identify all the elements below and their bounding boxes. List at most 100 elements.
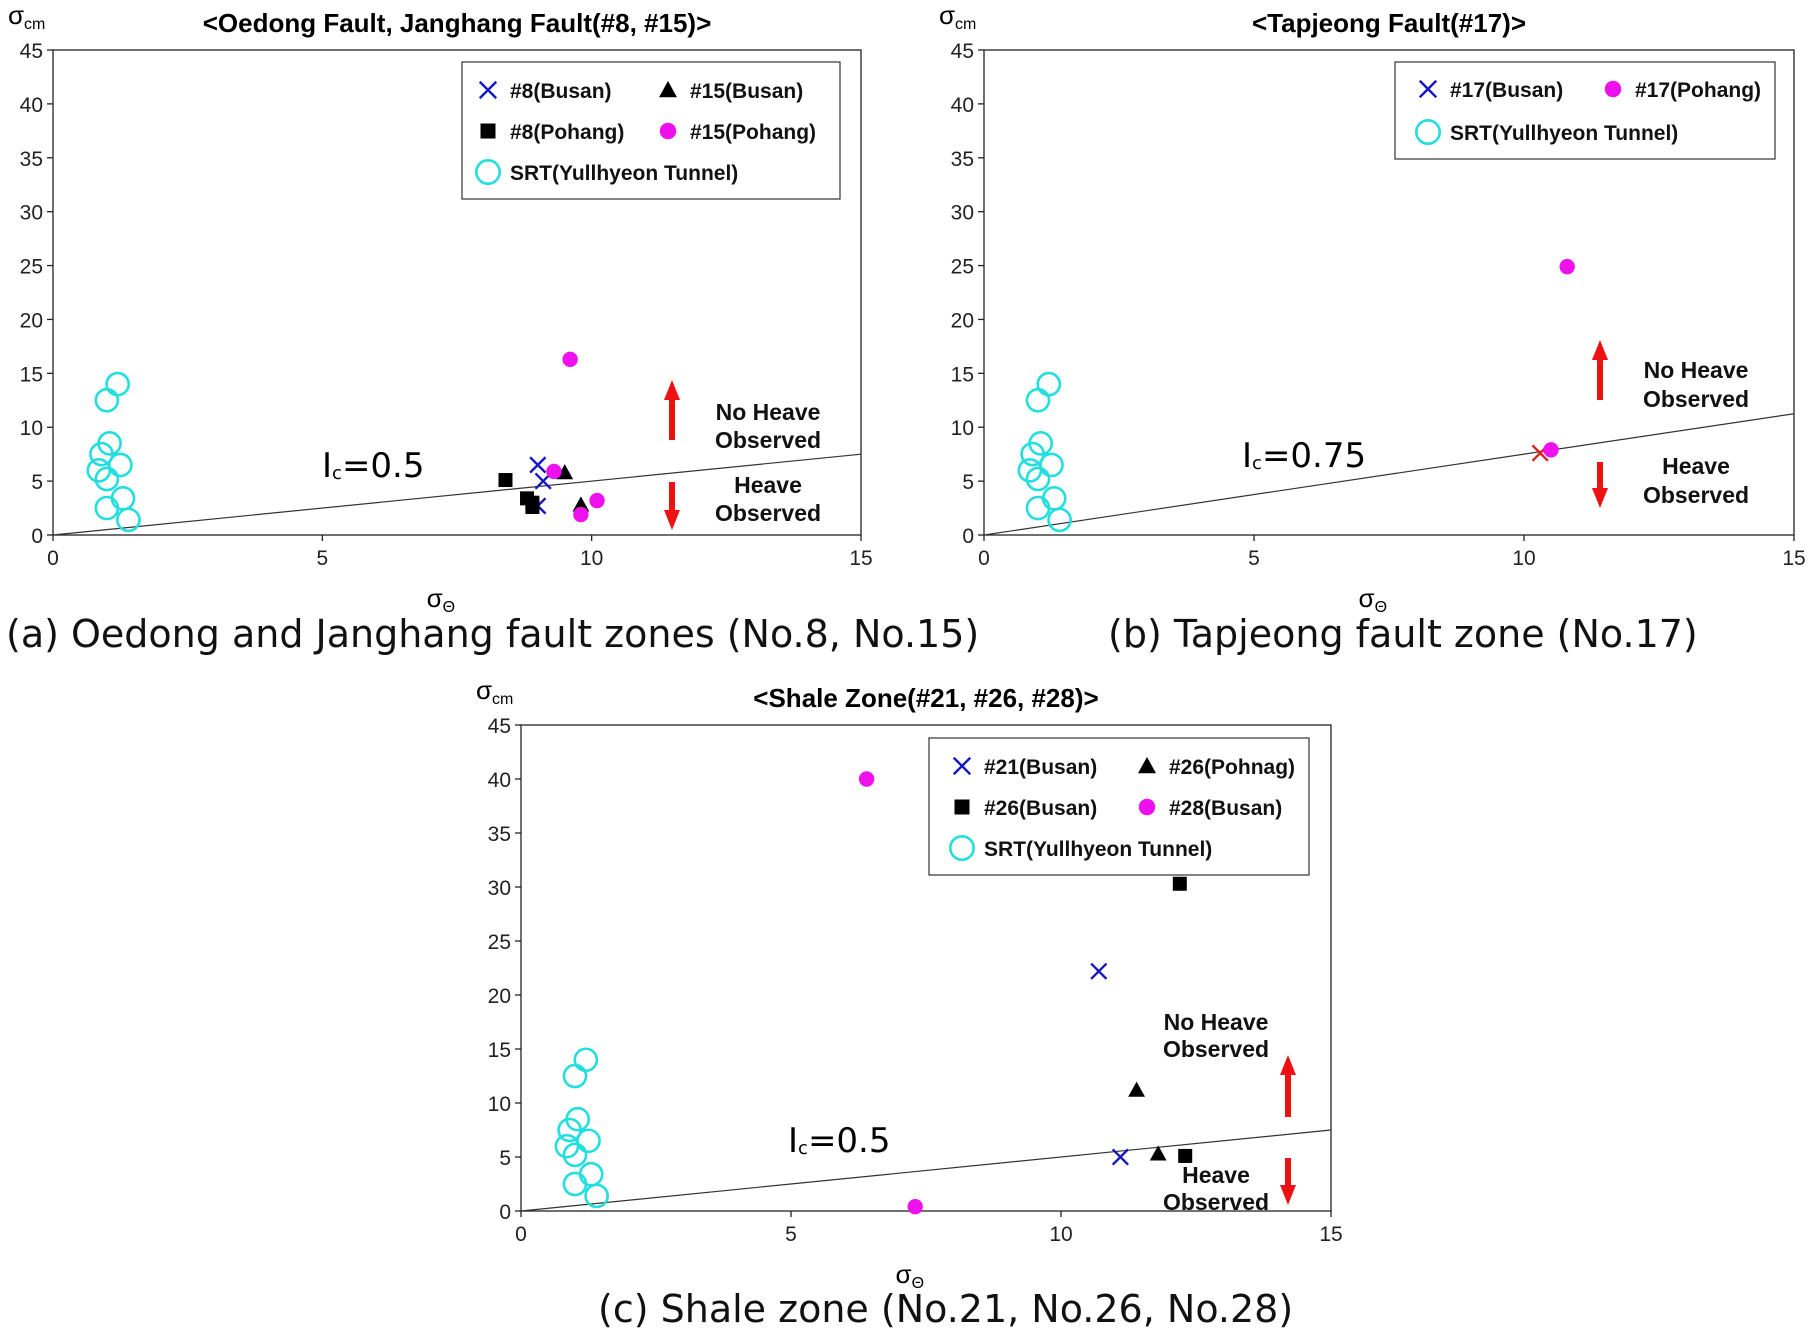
legend-label: SRT(Yullhyeon Tunnel) [1450,122,1678,145]
series-srt-yullhyeon-tunnel [554,1047,609,1209]
series-8-pohang [498,473,540,514]
legend-marker [948,834,975,861]
x-tick-label: 15 [1319,1223,1342,1246]
caption-c: (c) Shale zone (No.21, No.26, No.28) [598,1287,1294,1331]
legend-marker [1418,79,1438,99]
series-15-pohang [546,351,605,523]
data-point [576,1128,601,1154]
reference-line [52,453,862,536]
x-axis-label: σΘ [1359,583,1388,616]
chart-panel-1: <Oedong Fault, Janghang Fault(#8, #15)> 0… [8,0,873,616]
data-point [584,1183,609,1209]
data-point [1178,1148,1193,1163]
y-tick-label: 15 [951,363,974,386]
heave-label: Heave [1662,453,1730,479]
legend-marker [659,122,677,140]
plot-area [983,49,1795,536]
y-tick-label: 30 [951,202,974,225]
data-point [546,463,562,480]
data-point [562,1063,588,1089]
data-point [573,506,589,523]
heave-arrow-head [1280,1185,1296,1205]
y-tick-label: 20 [951,309,974,332]
y-axis-label: σcm [8,0,45,33]
data-point [94,387,120,413]
legend-marker [954,799,970,815]
y-tick-label: 40 [20,94,43,117]
legend-label: SRT(Yullhyeon Tunnel) [510,162,738,185]
legend-marker [1138,757,1156,774]
plot-area [52,49,862,536]
legend-marker [1415,119,1442,146]
caption-b: (b) Tapjeong fault zone (No.17) [1108,612,1698,656]
y-tick-label: 20 [488,985,511,1008]
plot-area [520,724,1332,1212]
series-17-pohang [1543,258,1575,458]
no-heave-label: No Heave [716,399,821,425]
y-tick-label: 30 [488,877,511,900]
y-axis-label: σcm [939,0,976,33]
data-point [573,1047,599,1073]
y-tick-label: 40 [951,94,974,117]
heave-label: Observed [715,500,821,526]
data-point [578,1161,604,1187]
legend-label: #15(Busan) [690,80,803,103]
legend-label: #26(Busan) [984,797,1097,820]
y-tick-label: 30 [20,202,43,225]
y-tick-label: 45 [951,40,974,63]
legend-box [461,61,841,200]
chart-panel-3: <Shale Zone(#21, #26, #28)> 0 5 10 15 20 25 30 3… [476,675,1343,1292]
legend-box [1394,61,1776,160]
y-tick-label: 45 [20,40,43,63]
heave-label: Heave [734,472,802,498]
legend-label: #21(Busan) [984,756,1097,779]
series-srt-yullhyeon-tunnel [1017,371,1072,533]
heave-label: Observed [1643,482,1749,508]
data-point [1090,962,1108,980]
heave-label: Heave [1182,1162,1250,1188]
data-point [1172,876,1187,891]
chart-title: <Shale Zone(#21, #26, #28)> [753,683,1098,713]
legend-marker [659,81,677,98]
data-point [1025,495,1051,521]
data-point [1543,442,1559,458]
x-tick-label: 5 [1248,547,1260,570]
series-srt-yullhyeon-tunnel [86,371,141,533]
y-tick-label: 15 [20,363,43,386]
x-tick-label: 0 [47,547,59,570]
series-26-pohnag [1128,1081,1167,1161]
y-tick-label: 0 [31,525,43,548]
legend-label: #26(Pohnag) [1169,756,1295,779]
legend-label: #8(Busan) [510,80,612,103]
series-15-busan [556,464,590,512]
data-point [1020,441,1045,467]
data-point [116,507,141,533]
y-axis-label: σcm [476,675,513,708]
legend-label: #17(Pohang) [1635,79,1761,102]
no-heave-label: Observed [1643,386,1749,412]
data-point [572,496,590,512]
y-tick-label: 10 [488,1093,511,1116]
data-point [562,1142,588,1168]
reference-line-label: Ic=0.75 [1242,436,1366,476]
x-tick-label: 0 [978,547,990,570]
data-point [498,473,513,488]
x-axis-label: σΘ [427,583,456,616]
chart-title: <Tapjeong Fault(#17)> [1252,8,1526,38]
data-point [89,441,114,467]
no-heave-label: No Heave [1644,357,1749,383]
legend-label: #15(Pohang) [690,121,816,144]
data-point [94,466,120,492]
data-point [94,495,120,521]
reference-line-label: Ic=0.5 [788,1121,891,1161]
chart-panel-2: <Tapjeong Fault(#17)> 0 5 10 15 20 25 30 35 40 45 0… [939,0,1806,616]
series-26-busan [1172,876,1193,1163]
legend-label: SRT(Yullhyeon Tunnel) [984,838,1212,861]
heave-label: Observed [1163,1189,1269,1215]
data-point [107,452,133,478]
data-point [1041,486,1067,511]
y-tick-label: 0 [499,1201,511,1224]
y-tick-label: 35 [951,148,974,171]
x-axis-label: σΘ [896,1259,925,1292]
